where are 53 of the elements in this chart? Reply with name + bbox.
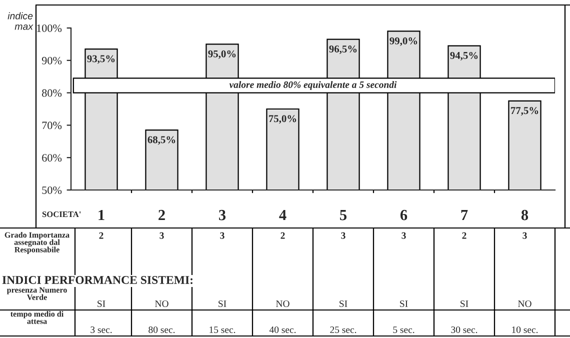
y-tick-label: 90%: [42, 56, 62, 64]
x-tick-label: 5: [340, 210, 347, 220]
text: 3 sec.: [90, 326, 112, 334]
text: presenza Numero Verde: [6, 287, 67, 300]
data-label: 75,0%: [269, 115, 296, 124]
text: NO: [276, 300, 290, 308]
y-tick-label: 70%: [42, 122, 62, 130]
text: SI: [98, 300, 106, 308]
text: 3: [160, 232, 164, 239]
text: 3: [402, 232, 406, 239]
text: SI: [218, 300, 226, 308]
text: NO: [155, 300, 168, 308]
text: 10 sec.: [512, 326, 538, 334]
data-label: 77,5%: [511, 107, 538, 116]
text: 5 sec.: [393, 326, 414, 334]
text: NO: [518, 300, 532, 308]
text: 80 sec.: [148, 326, 175, 334]
x-tick-label: 2: [158, 210, 165, 220]
y-tick-label: 50%: [42, 186, 62, 194]
x-tick-label: 8: [521, 210, 528, 220]
text: 2: [280, 232, 285, 239]
text: 3: [220, 232, 224, 239]
text: INDICI PERFORMANCE SISTEMI:: [2, 276, 192, 284]
text: 15 sec.: [210, 326, 236, 334]
y-tick-label: 80%: [42, 89, 62, 97]
x-tick-label: 4: [279, 210, 286, 220]
x-tick-label: 3: [219, 210, 226, 220]
text: 25 sec.: [330, 326, 356, 334]
text: 30 sec.: [451, 326, 478, 334]
text: tempo medio di attesa: [10, 311, 64, 324]
data-label: 96,5%: [329, 45, 357, 54]
x-tick-label: 6: [400, 210, 408, 220]
x-tick-label: 7: [461, 210, 468, 220]
text: 2: [462, 232, 466, 239]
data-label: 93,5%: [87, 55, 115, 64]
data-label: 68,5%: [148, 136, 176, 145]
data-label: 94,5%: [450, 52, 478, 60]
text: 3: [341, 232, 346, 239]
text: 40 sec.: [269, 326, 296, 334]
text: 2: [99, 232, 104, 239]
text: Grado Importanza assegnato dal Responsabile: [4, 232, 70, 254]
data-label: 95,0%: [208, 50, 236, 59]
y-tick-label: 100%: [37, 24, 62, 32]
text: SI: [400, 300, 408, 308]
x-axis-title: SOCIETA': [42, 211, 81, 218]
data-label: 99,0%: [390, 37, 418, 46]
y-axis-title: indice max: [8, 12, 34, 30]
text: SI: [340, 300, 348, 308]
text: 3: [522, 232, 527, 239]
text: SI: [460, 300, 468, 308]
x-tick-label: 1: [98, 210, 104, 220]
band-label: valore medio 80% equivalente a 5 secondi: [229, 81, 397, 90]
y-tick-label: 60%: [42, 154, 62, 162]
